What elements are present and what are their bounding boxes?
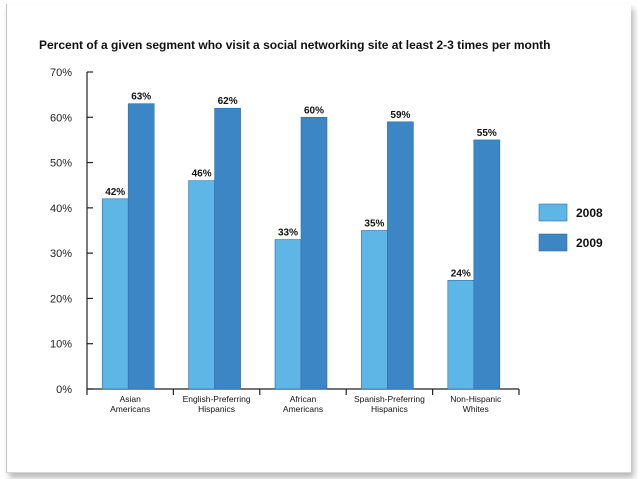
bar-2008 <box>274 239 302 390</box>
legend-swatch-2008 <box>538 203 568 222</box>
bar-2008 <box>361 230 388 390</box>
legend-label: 2008 <box>576 206 603 220</box>
bar-chart: Percent of a given segment who visit a s… <box>39 38 603 414</box>
chart-legend: 2008 2009 <box>538 203 603 252</box>
y-tick-label: 50% <box>50 158 72 170</box>
y-tick-label: 60% <box>50 112 72 124</box>
data-label: 24% <box>451 268 471 279</box>
x-tick-label: Hispanics <box>198 404 235 414</box>
bar-2008 <box>188 180 215 390</box>
bar-2009 <box>387 121 414 390</box>
bar-2009 <box>473 139 501 390</box>
x-tick-label: Spanish-Preferring <box>354 394 425 404</box>
data-label: 46% <box>192 169 212 180</box>
legend-label: 2009 <box>576 236 603 250</box>
y-tick-label: 40% <box>50 203 72 215</box>
bar-2009 <box>127 103 155 390</box>
data-label: 55% <box>477 128 497 139</box>
chart-axes: 0%10%20%30%40%50%60%70%AsianAmericansEng… <box>50 67 520 414</box>
bar-2009 <box>214 107 241 390</box>
data-label: 35% <box>364 219 384 230</box>
x-tick-label: Americans <box>283 404 323 414</box>
x-tick-label: African <box>290 394 317 404</box>
y-tick-label: 10% <box>50 339 72 351</box>
x-tick-label: Americans <box>110 404 150 414</box>
chart-title: Percent of a given segment who visit a s… <box>39 38 550 52</box>
chart-bars: 42% 63% 46% 62% 33% 60% 35% 59% 24% 55% <box>101 92 501 390</box>
x-tick-label: Hispanics <box>371 404 408 414</box>
data-label: 33% <box>278 228 298 239</box>
bar-2008 <box>101 198 129 390</box>
bar-2009 <box>300 116 328 390</box>
slide-frame: Percent of a given segment who visit a s… <box>6 4 631 473</box>
data-label: 62% <box>218 96 238 107</box>
legend-swatch-2009 <box>538 233 568 252</box>
bar-2008 <box>447 280 475 390</box>
y-tick-label: 70% <box>50 67 72 79</box>
x-tick-label: Asian <box>120 394 142 404</box>
data-label: 60% <box>304 105 324 116</box>
x-tick-label: Non-Hispanic <box>450 394 502 404</box>
data-label: 63% <box>131 92 151 103</box>
y-tick-label: 20% <box>50 293 72 305</box>
data-label: 59% <box>390 110 410 121</box>
x-tick-label: English-Preferring <box>183 394 251 404</box>
x-tick-label: Whites <box>463 404 489 414</box>
data-label: 42% <box>105 187 125 198</box>
y-tick-label: 0% <box>56 384 72 396</box>
y-tick-label: 30% <box>50 248 72 260</box>
